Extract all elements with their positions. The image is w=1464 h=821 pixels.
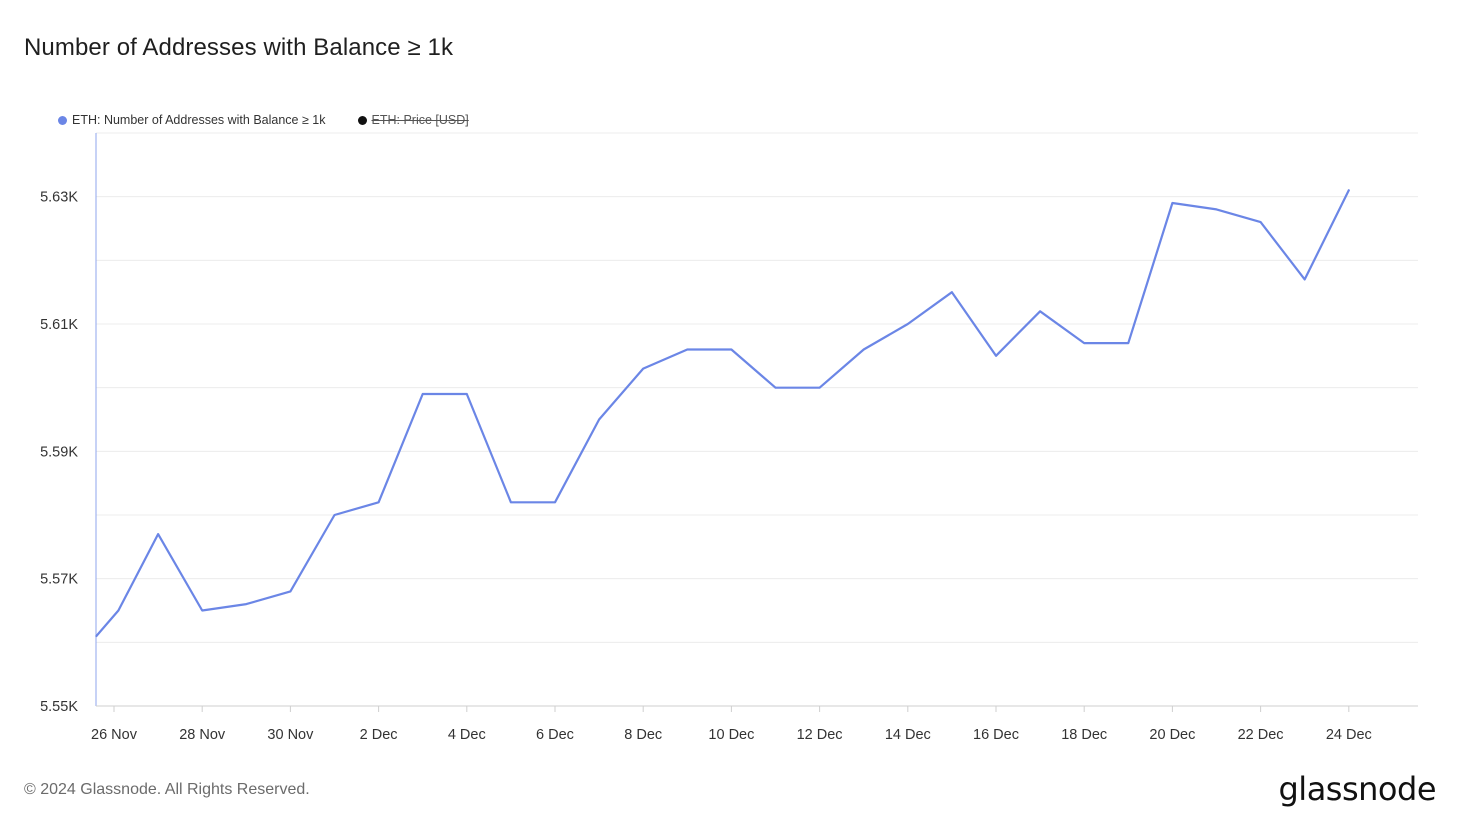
- x-tick-label: 22 Dec: [1238, 727, 1284, 743]
- x-tick-label: 20 Dec: [1149, 727, 1195, 743]
- chart-title: Number of Addresses with Balance ≥ 1k: [24, 34, 454, 61]
- x-tick-label: 10 Dec: [708, 727, 754, 743]
- x-tick-label: 6 Dec: [536, 727, 574, 743]
- x-tick-label: 26 Nov: [91, 727, 138, 743]
- x-tick-label: 8 Dec: [624, 727, 662, 743]
- glassnode-logo: glassnode: [1278, 770, 1436, 808]
- x-tick-label: 16 Dec: [973, 727, 1019, 743]
- x-tick-label: 12 Dec: [797, 727, 843, 743]
- chart-legend: ETH: Number of Addresses with Balance ≥ …: [58, 113, 469, 127]
- x-tick-label: 4 Dec: [448, 727, 486, 743]
- legend-label-price: ETH: Price [USD]: [371, 113, 469, 127]
- x-tick-label: 24 Dec: [1326, 727, 1372, 743]
- y-tick-label: 5.63K: [40, 190, 78, 206]
- y-tick-label: 5.55K: [40, 699, 78, 715]
- legend-label-addresses: ETH: Number of Addresses with Balance ≥ …: [72, 113, 326, 127]
- x-tick-label: 18 Dec: [1061, 727, 1107, 743]
- y-tick-label: 5.61K: [40, 317, 78, 333]
- legend-item-price[interactable]: ETH: Price [USD]: [357, 113, 469, 127]
- y-tick-label: 5.59K: [40, 444, 78, 460]
- x-tick-label: 14 Dec: [885, 727, 931, 743]
- legend-item-addresses[interactable]: ETH: Number of Addresses with Balance ≥ …: [58, 113, 326, 127]
- x-tick-label: 2 Dec: [360, 727, 398, 743]
- legend-dot-addresses: [58, 115, 67, 125]
- x-tick-label: 30 Nov: [267, 727, 314, 743]
- y-tick-label: 5.57K: [40, 572, 78, 588]
- copyright-text: © 2024 Glassnode. All Rights Reserved.: [24, 781, 310, 798]
- x-tick-label: 28 Nov: [179, 727, 226, 743]
- series-line-0: [95, 189, 1350, 638]
- legend-dot-price: [357, 115, 367, 125]
